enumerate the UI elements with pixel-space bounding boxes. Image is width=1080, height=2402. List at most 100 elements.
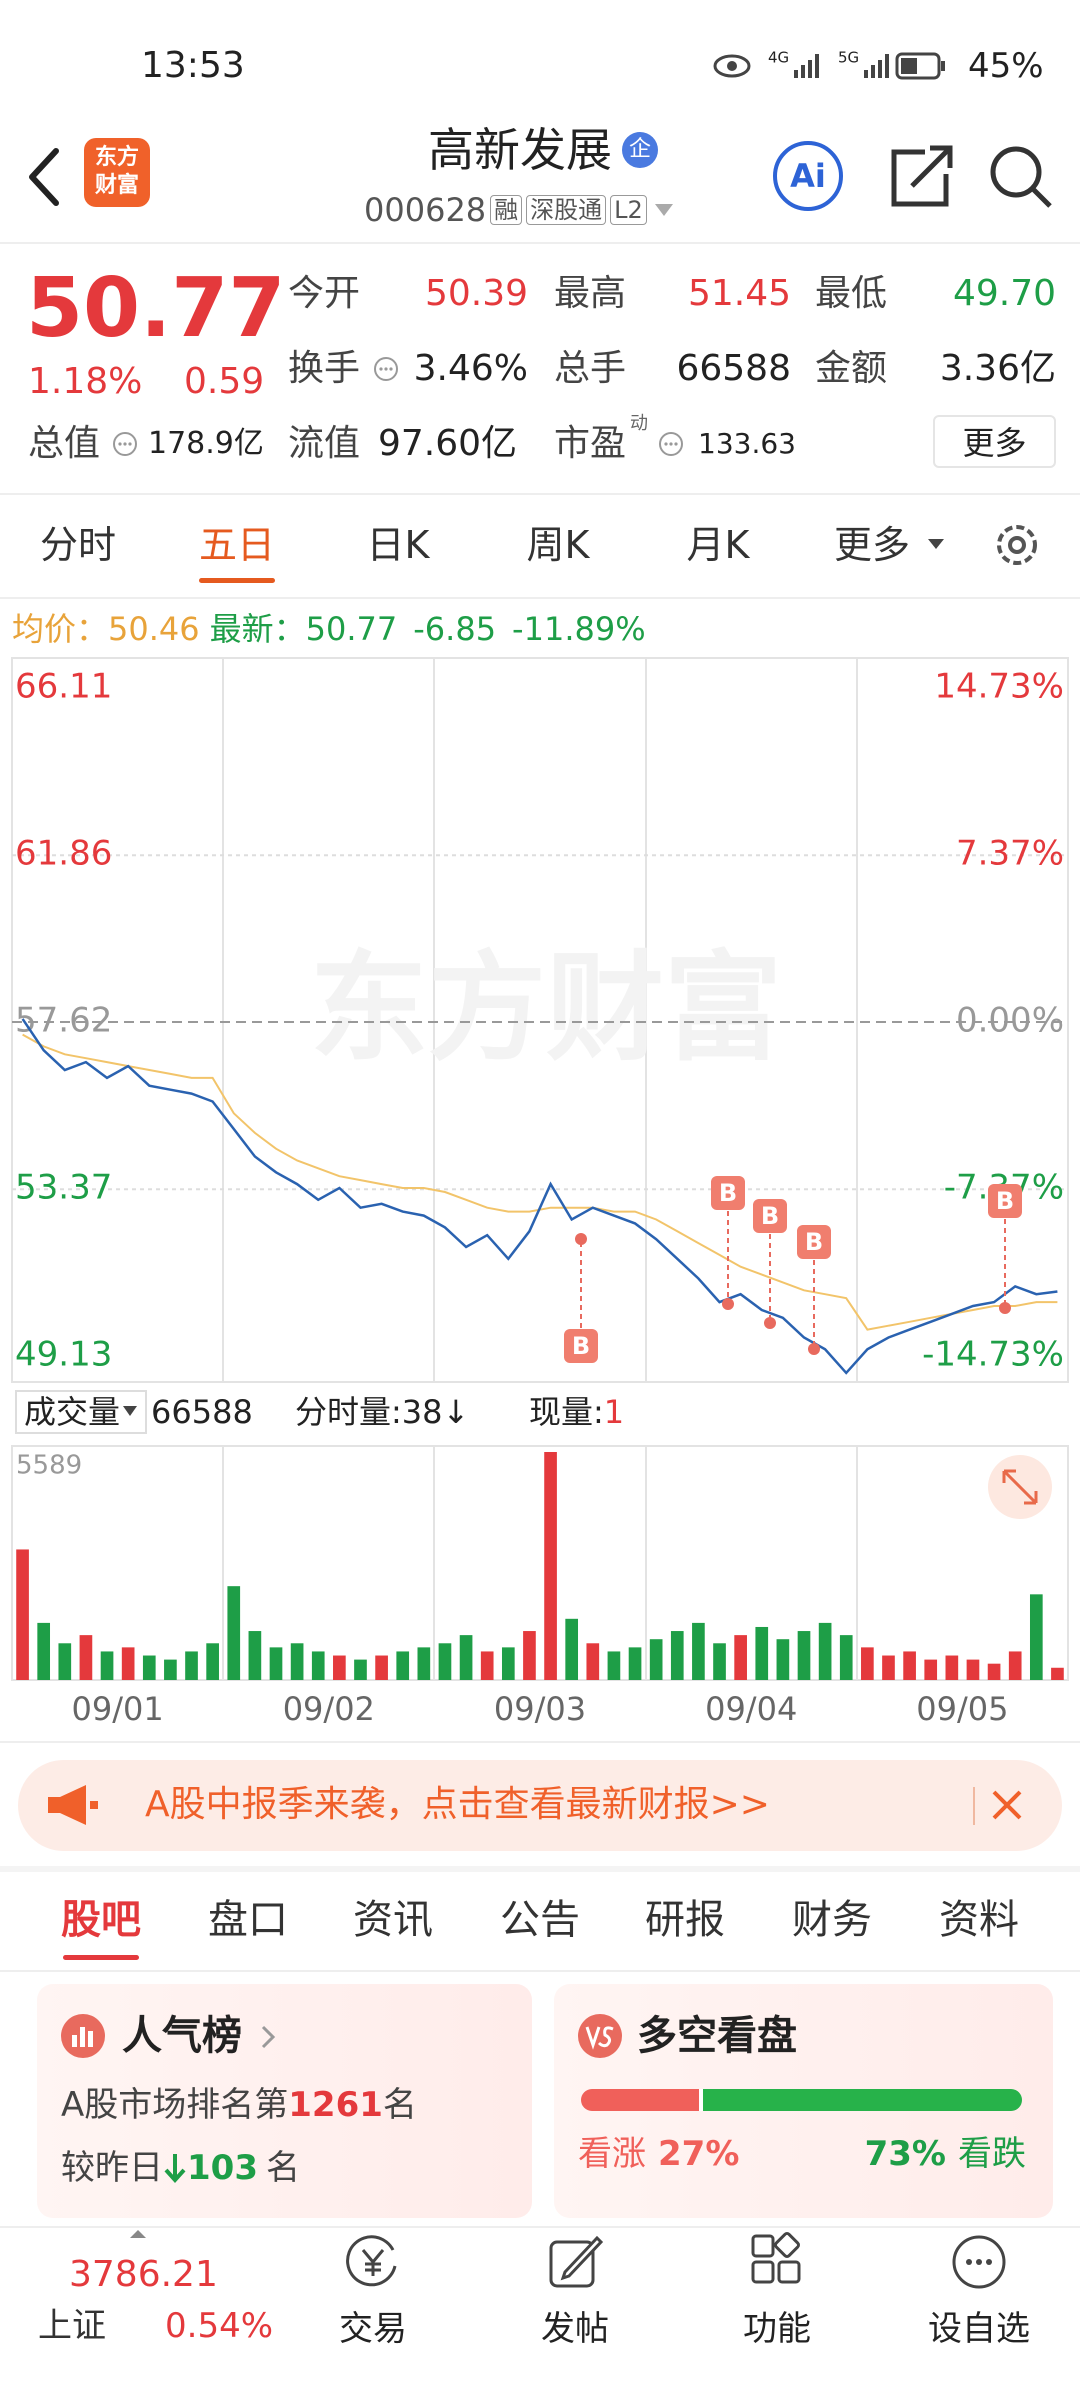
- content-tab[interactable]: 研报: [645, 1897, 725, 1943]
- avg-label: 均价：: [12, 610, 109, 648]
- volume-bar: [861, 1647, 874, 1680]
- rank-change-suffix: 名: [265, 2148, 300, 2188]
- info-icon[interactable]: [111, 430, 139, 458]
- clock: 13:53: [141, 45, 245, 86]
- post-icon[interactable]: [545, 2232, 605, 2292]
- y2-tick-label: 0.00%: [956, 1001, 1064, 1041]
- tick-volume: 分时量: 38↓: [295, 1396, 469, 1428]
- marker-label: B: [805, 1228, 823, 1256]
- watchlist-icon[interactable]: [949, 2232, 1009, 2292]
- index-change[interactable]: 0.54%: [165, 2306, 274, 2346]
- code-line: 000628 融 深股通 L2: [364, 194, 677, 226]
- info-icon[interactable]: [657, 430, 685, 458]
- volume-bar: [375, 1655, 388, 1680]
- volume-selector[interactable]: [15, 1390, 147, 1434]
- tick-volume-value: 38↓: [401, 1393, 470, 1431]
- network-label: 5G: [838, 48, 860, 67]
- volume-bar: [692, 1622, 705, 1680]
- content-tab[interactable]: 财务: [792, 1897, 872, 1943]
- marker-dot: [808, 1343, 820, 1355]
- field-label: 最低: [815, 273, 888, 314]
- megaphone-icon: [48, 1785, 98, 1825]
- down-arrow: [164, 2154, 186, 2183]
- content-tab[interactable]: 盘口: [208, 1897, 288, 1943]
- badge: 企: [622, 132, 658, 168]
- banner-text[interactable]: A股中报季来袭，点击查看最新财报>>: [145, 1784, 770, 1825]
- info-icon[interactable]: [372, 355, 400, 383]
- volume-bar: [882, 1655, 895, 1680]
- watermark: 东方财富: [310, 939, 782, 1077]
- chart-tab[interactable]: 更多: [833, 523, 911, 567]
- content-tab[interactable]: 公告: [500, 1897, 580, 1943]
- volume-bar: [459, 1635, 473, 1680]
- trade-icon[interactable]: [343, 2232, 403, 2292]
- marker-tag: [753, 1199, 787, 1233]
- chart-tab[interactable]: 月K: [686, 523, 750, 567]
- popularity-card[interactable]: [37, 1984, 532, 2218]
- divider: [0, 597, 1080, 599]
- marker-tag: [797, 1225, 831, 1259]
- volume-bar: [924, 1659, 938, 1680]
- banner[interactable]: [18, 1760, 1062, 1851]
- chart-tab[interactable]: 分时: [39, 523, 117, 567]
- content-tab[interactable]: 资讯: [353, 1897, 433, 1943]
- info-line: 均价： 50.46 最新： 50.77 -6.85 -11.89%: [12, 613, 646, 645]
- nav-label[interactable]: 发帖: [541, 2309, 609, 2349]
- y2-tick-label: 7.37%: [956, 833, 1064, 873]
- share-button[interactable]: [891, 145, 953, 207]
- network-label: 4G: [768, 48, 790, 67]
- bear-label: 看跌: [958, 2134, 1026, 2174]
- chart-tab[interactable]: 周K: [526, 523, 590, 567]
- chart-tab[interactable]: 日K: [366, 523, 430, 567]
- content-tab[interactable]: 资料: [939, 1897, 1019, 1943]
- period-change-pct: -11.89%: [512, 610, 646, 648]
- ai-button[interactable]: [773, 141, 843, 211]
- index-value[interactable]: 3786.21: [69, 2254, 218, 2295]
- expand-button[interactable]: [988, 1455, 1052, 1519]
- volume-bar: [966, 1659, 980, 1680]
- dropdown-arrow: [123, 1406, 137, 1416]
- volume-bar: [1008, 1651, 1022, 1680]
- nav-label[interactable]: 交易: [339, 2309, 407, 2349]
- volume-bar: [607, 1651, 621, 1680]
- back-button[interactable]: [22, 145, 66, 209]
- index-name[interactable]: 上证: [38, 2306, 106, 2346]
- volume-bar: [501, 1647, 515, 1680]
- stock-code: 000628: [364, 191, 487, 229]
- chart-tab[interactable]: 五日: [198, 523, 276, 567]
- search-button[interactable]: [990, 146, 1042, 198]
- latest-price: 50.77: [305, 610, 398, 648]
- bear-line: 73% 看跌: [865, 2137, 1026, 2171]
- nav-label[interactable]: 设自选: [928, 2309, 1030, 2349]
- nav-label[interactable]: 功能: [743, 2309, 811, 2349]
- dropdown-arrow: [928, 539, 944, 549]
- price-chart: 东方财富 66.11 61.86 57.62 53.37 49.13 14.73% 7.37…: [11, 657, 1069, 1728]
- card-title: 人气榜: [122, 2013, 242, 2059]
- more-button[interactable]: 更多: [933, 415, 1056, 468]
- field-label: 总值: [28, 423, 101, 464]
- field-sup: 动: [630, 413, 648, 434]
- battery: 45%: [968, 46, 1044, 86]
- logo-text: 财富: [94, 173, 139, 198]
- marker-label: B: [572, 1332, 590, 1360]
- dropdown-arrow[interactable]: [647, 200, 677, 220]
- field-value: 178.9亿: [148, 426, 264, 461]
- bear-pct: 73%: [864, 2134, 946, 2174]
- divider: [0, 493, 1080, 495]
- volume-bar: [185, 1651, 198, 1680]
- bull-label: 看涨: [578, 2134, 646, 2174]
- volume-bar: [713, 1643, 726, 1680]
- status-icons: [713, 52, 945, 80]
- content-tab[interactable]: 股吧: [61, 1897, 141, 1943]
- function-icon[interactable]: [747, 2232, 807, 2292]
- rank: 1261: [288, 2085, 383, 2125]
- volume-bar: [818, 1622, 832, 1680]
- settings-button[interactable]: [990, 518, 1044, 572]
- marker-dot: [764, 1317, 776, 1329]
- price: 50.77: [26, 261, 286, 356]
- marker-tag: [711, 1176, 745, 1210]
- volume-bar: [987, 1663, 1001, 1680]
- y2-tick-label: -14.73%: [922, 1335, 1064, 1375]
- x-tick-label: 09/03: [494, 1690, 586, 1728]
- close-button[interactable]: [990, 1788, 1024, 1822]
